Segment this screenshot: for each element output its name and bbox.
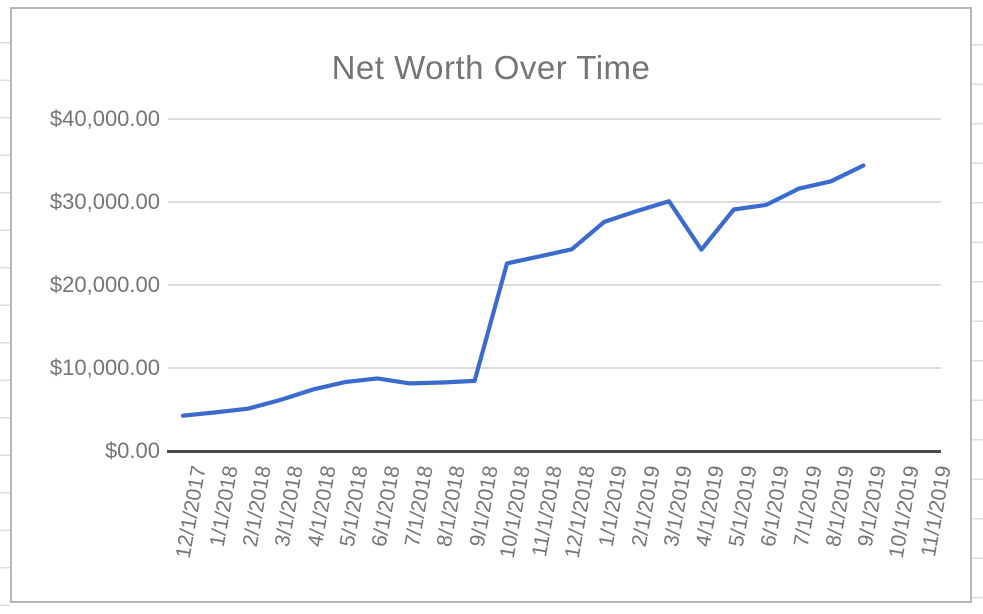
spreadsheet-gridlines-right bbox=[972, 6, 983, 610]
y-tick-label: $10,000.00 bbox=[49, 355, 160, 380]
y-gridline bbox=[168, 201, 941, 203]
spreadsheet-gridlines-left bbox=[0, 6, 10, 610]
net-worth-line bbox=[180, 163, 866, 418]
chart-title: Net Worth Over Time bbox=[331, 49, 651, 86]
y-tick-label: $20,000.00 bbox=[49, 272, 160, 297]
y-tick-label: $40,000.00 bbox=[49, 106, 160, 131]
chart-frame: Net Worth Over Time bbox=[10, 7, 972, 603]
x-axis-baseline bbox=[167, 449, 941, 453]
y-tick-label: $30,000.00 bbox=[49, 189, 160, 214]
y-tick-label: $0.00 bbox=[104, 438, 160, 463]
y-gridline bbox=[168, 367, 941, 369]
y-gridline bbox=[168, 118, 941, 120]
y-gridline bbox=[168, 284, 941, 286]
